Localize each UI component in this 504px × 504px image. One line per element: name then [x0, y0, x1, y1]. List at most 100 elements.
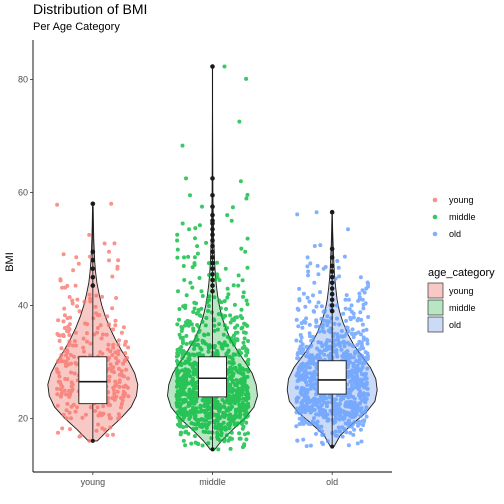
- data-point: [338, 414, 343, 419]
- data-point: [341, 339, 346, 344]
- data-point: [350, 383, 354, 388]
- outlier-point: [329, 280, 335, 286]
- data-point: [318, 350, 323, 355]
- data-point: [221, 332, 226, 337]
- data-point: [295, 438, 300, 443]
- data-point: [244, 347, 249, 352]
- data-point: [212, 328, 217, 333]
- data-point: [349, 331, 354, 336]
- data-point: [241, 290, 246, 295]
- data-point: [61, 359, 66, 364]
- data-point: [106, 342, 111, 347]
- data-point: [122, 342, 127, 347]
- data-point: [82, 299, 87, 304]
- data-point: [222, 340, 227, 345]
- data-point: [204, 240, 209, 245]
- data-point: [70, 301, 75, 306]
- data-point: [309, 338, 314, 343]
- data-point: [183, 399, 188, 404]
- data-point: [240, 366, 245, 371]
- outlier-point: [329, 263, 335, 269]
- data-point: [83, 412, 88, 417]
- data-point: [206, 309, 211, 313]
- data-point: [76, 261, 81, 266]
- data-point: [126, 394, 131, 399]
- data-point: [88, 341, 93, 346]
- data-point: [315, 346, 319, 351]
- data-point: [61, 319, 66, 324]
- data-point: [359, 439, 364, 444]
- data-point: [326, 328, 331, 333]
- data-point: [194, 426, 199, 431]
- data-point: [307, 322, 312, 327]
- data-point: [244, 76, 249, 81]
- data-point: [175, 255, 180, 260]
- data-point: [351, 311, 356, 316]
- data-point: [216, 426, 221, 431]
- data-point: [229, 218, 234, 223]
- data-point: [56, 379, 61, 384]
- data-point: [338, 401, 342, 406]
- data-point: [175, 238, 180, 243]
- data-point: [305, 383, 310, 387]
- data-point: [191, 377, 195, 381]
- data-point: [316, 340, 321, 345]
- data-point: [191, 361, 196, 366]
- data-point: [351, 315, 356, 320]
- data-point: [294, 424, 299, 429]
- data-point: [304, 402, 309, 407]
- data-point: [177, 416, 182, 421]
- data-point: [226, 422, 231, 427]
- data-point: [179, 329, 184, 333]
- data-point: [189, 441, 194, 446]
- data-point: [236, 273, 241, 278]
- data-point: [104, 332, 109, 337]
- data-point: [207, 414, 212, 419]
- data-point: [81, 345, 86, 350]
- data-point: [193, 415, 197, 420]
- data-point: [321, 442, 325, 447]
- data-point: [326, 353, 331, 358]
- data-point: [217, 438, 222, 443]
- data-point: [341, 311, 346, 316]
- data-point: [365, 392, 370, 396]
- outlier-point: [90, 283, 96, 288]
- data-point: [239, 307, 244, 312]
- data-point: [345, 365, 350, 370]
- data-point: [69, 370, 73, 375]
- data-point: [225, 295, 230, 300]
- data-point: [94, 428, 99, 433]
- data-point: [236, 283, 241, 288]
- data-point: [301, 291, 306, 296]
- data-point: [62, 326, 67, 330]
- data-point: [190, 408, 195, 413]
- data-point: [183, 359, 188, 364]
- data-point: [225, 343, 230, 348]
- data-point: [240, 426, 245, 431]
- data-point: [216, 412, 220, 417]
- data-point: [108, 425, 113, 430]
- data-point: [325, 323, 330, 328]
- data-point: [188, 340, 193, 345]
- data-point: [95, 326, 100, 330]
- data-point: [65, 283, 70, 288]
- chart-title: Distribution of BMI: [33, 1, 147, 17]
- data-point: [339, 329, 344, 333]
- data-point: [300, 365, 305, 370]
- data-point: [234, 395, 239, 400]
- data-point: [207, 343, 212, 348]
- data-point: [357, 297, 362, 302]
- data-point: [245, 192, 250, 197]
- data-point: [107, 374, 112, 379]
- data-point: [235, 337, 240, 342]
- data-point: [228, 436, 233, 441]
- data-point: [175, 247, 180, 252]
- data-point: [350, 368, 355, 373]
- data-point: [218, 415, 223, 420]
- data-point: [237, 352, 242, 357]
- data-point: [240, 346, 245, 351]
- data-point: [64, 408, 69, 413]
- data-point: [119, 369, 124, 374]
- data-point: [205, 300, 210, 305]
- data-point: [60, 285, 65, 290]
